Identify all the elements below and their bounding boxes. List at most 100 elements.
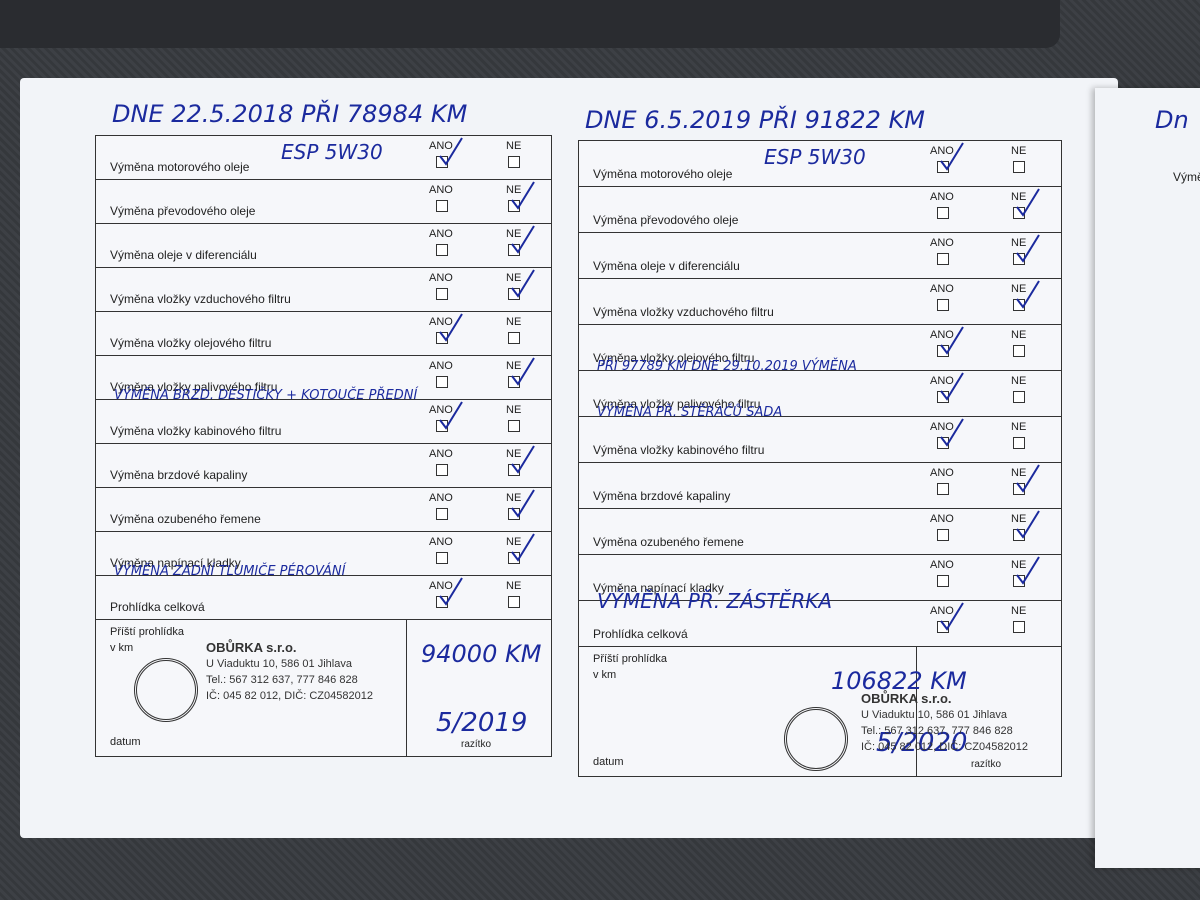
ne-box (1013, 161, 1025, 173)
row-label: Výměna brzdové kapaliny (110, 468, 248, 482)
service-date: 5/2020 (876, 728, 968, 758)
ne-box (1013, 391, 1025, 403)
check-mark (511, 225, 535, 254)
ne-box (1013, 345, 1025, 357)
stamp-label: razítko (971, 759, 1002, 770)
date-label: datum (110, 736, 141, 748)
ano-label: ANO (429, 580, 453, 592)
ano-label: ANO (930, 283, 954, 295)
service-row: Výměna vložky olejového filtru ANO NE (579, 325, 1061, 371)
stamp-phone: Tel.: 567 312 637, 777 846 828 (861, 725, 1013, 737)
check-mark (1016, 234, 1040, 263)
check-mark (1016, 464, 1040, 493)
handwritten-note: VÝMĚNA ZADNÍ TLUMIČE PÉROVÁNÍ (114, 564, 346, 579)
check-mark (511, 489, 535, 518)
ne-label: NE (1011, 421, 1027, 433)
service-table: Výměna motorového oleje ANO NE ESP 5W30 Výmě… (578, 140, 1062, 777)
service-row: Výměna vložky vzduchového filtru ANO NE (96, 268, 551, 312)
stamp-address: U Viaduktu 10, 586 01 Jihlava (206, 658, 352, 670)
footer-divider (916, 647, 917, 776)
service-row: Výměna brzdové kapaliny ANO NE (579, 463, 1061, 509)
row-label: Výměna vložky olejového filtru (593, 351, 755, 365)
ne-label: NE (1011, 191, 1027, 203)
row-label: Prohlídka celková (110, 600, 205, 614)
ne-label: NE (506, 140, 522, 152)
ne-label: NE (506, 272, 522, 284)
ne-label: NE (506, 580, 522, 592)
ano-box (436, 376, 448, 388)
stamp-name: OBŮRKA s.r.o. (206, 640, 297, 655)
service-row: Výměna napínací kladky ANO NE (96, 532, 551, 576)
service-row: Výměna motorového oleje ANO NE ESP 5W30 (579, 141, 1061, 187)
check-mark (940, 326, 964, 355)
handwritten-note: VÝMĚNA PŘ. ZÁSTĚRKA (597, 589, 833, 613)
row-label: Výměna vložky olejového filtru (110, 336, 272, 350)
service-row: Výměna vložky vzduchového filtru ANO NE (579, 279, 1061, 325)
ano-label: ANO (429, 140, 453, 152)
check-mark (439, 137, 463, 166)
ne-label: NE (506, 316, 522, 328)
ne-label: NE (1011, 237, 1027, 249)
row-label: Výměna převodového oleje (110, 204, 256, 218)
ano-box (436, 508, 448, 520)
ano-label: ANO (429, 404, 453, 416)
row-label: Výměna vložky kabinového filtru (110, 424, 282, 438)
ano-label: ANO (930, 605, 954, 617)
row-label: Výměna převodového oleje (593, 213, 739, 227)
third-page-header: Dn (1155, 106, 1189, 134)
service-row: Výměna vložky kabinového filtru ANO NE VÝMĚ… (579, 405, 1061, 463)
ano-label: ANO (429, 536, 453, 548)
service-row: Výměna vložky kabinového filtru ANO NE VÝMĚ… (96, 388, 551, 444)
ne-label: NE (1011, 145, 1027, 157)
ne-label: NE (1011, 559, 1027, 571)
service-row: Výměna vložky palivového filtru ANO NE PŘI … (579, 359, 1061, 417)
stamp-ids: IČ: 045 82 012, DIČ: CZ04582012 (206, 690, 373, 702)
service-row: Prohlídka celková ANO NE VÝMĚNA PŘ. ZÁSTĚRK… (579, 589, 1061, 647)
handwritten-note: VÝMĚNA PŘ. STĚRAČŮ SADA (597, 405, 783, 420)
row-label: Výměna ozubeného řemene (110, 512, 261, 526)
ano-label: ANO (429, 184, 453, 196)
row-label: Výměna vložky palivového filtru (593, 397, 761, 411)
row-label: Výměna motorového oleje (593, 167, 733, 181)
check-mark (1016, 556, 1040, 585)
row-label: Výměna napínací kladky (110, 556, 241, 570)
stamp-ids: IČ: 045 82 012, DIČ: CZ04582012 (861, 741, 1028, 753)
ano-label: ANO (930, 559, 954, 571)
ano-label: ANO (429, 492, 453, 504)
next-km: 106822 KM (831, 667, 967, 695)
company-stamp: OBŮRKA s.r.o. U Viaduktu 10, 586 01 Jihla… (861, 691, 1028, 755)
service-row: Výměna převodového oleje ANO NE (579, 187, 1061, 233)
ne-label: NE (506, 448, 522, 460)
stamp-logo (784, 707, 848, 771)
ano-label: ANO (930, 237, 954, 249)
ano-box (937, 483, 949, 495)
stamp-label: razítko (461, 739, 492, 750)
page-header: DNE 6.5.2019 PŘI 91822 KM (585, 106, 926, 134)
ne-box (508, 332, 520, 344)
handwritten-note: VÝMĚNA BRZD. DESTIČKY + KOTOUČE PŘEDNÍ (114, 388, 418, 403)
row-label: Výměna vložky vzduchového filtru (110, 292, 291, 306)
service-row: Výměna napínací kladky ANO NE (579, 555, 1061, 601)
row-label: Výměna oleje v diferenciálu (110, 248, 257, 262)
service-row: Výměna vložky olejového filtru ANO NE (96, 312, 551, 356)
ano-box (436, 200, 448, 212)
service-row: Výměna motorového oleje ANO NE ESP 5W30 (96, 136, 551, 180)
ano-label: ANO (930, 191, 954, 203)
service-row: Výměna vložky palivového filtru ANO NE (96, 356, 551, 400)
ne-box (1013, 621, 1025, 633)
ano-label: ANO (930, 421, 954, 433)
ano-label: ANO (930, 145, 954, 157)
check-mark (940, 372, 964, 401)
row-label: Výměna ozubeného řemene (593, 535, 744, 549)
check-mark (940, 602, 964, 631)
service-row: Výměna oleje v diferenciálu ANO NE (96, 224, 551, 268)
ano-box (436, 552, 448, 564)
stamp-phone: Tel.: 567 312 637, 777 846 828 (206, 674, 358, 686)
check-mark (439, 401, 463, 430)
footer: Příští prohlídka v km datum 106822 KM 5/2020… (579, 647, 1061, 776)
row-label: Výměna vložky vzduchového filtru (593, 305, 774, 319)
ne-label: NE (506, 360, 522, 372)
ne-label: NE (1011, 329, 1027, 341)
service-row: Výměna brzdové kapaliny ANO NE (96, 444, 551, 488)
third-page-row: Výmě (1173, 170, 1200, 184)
